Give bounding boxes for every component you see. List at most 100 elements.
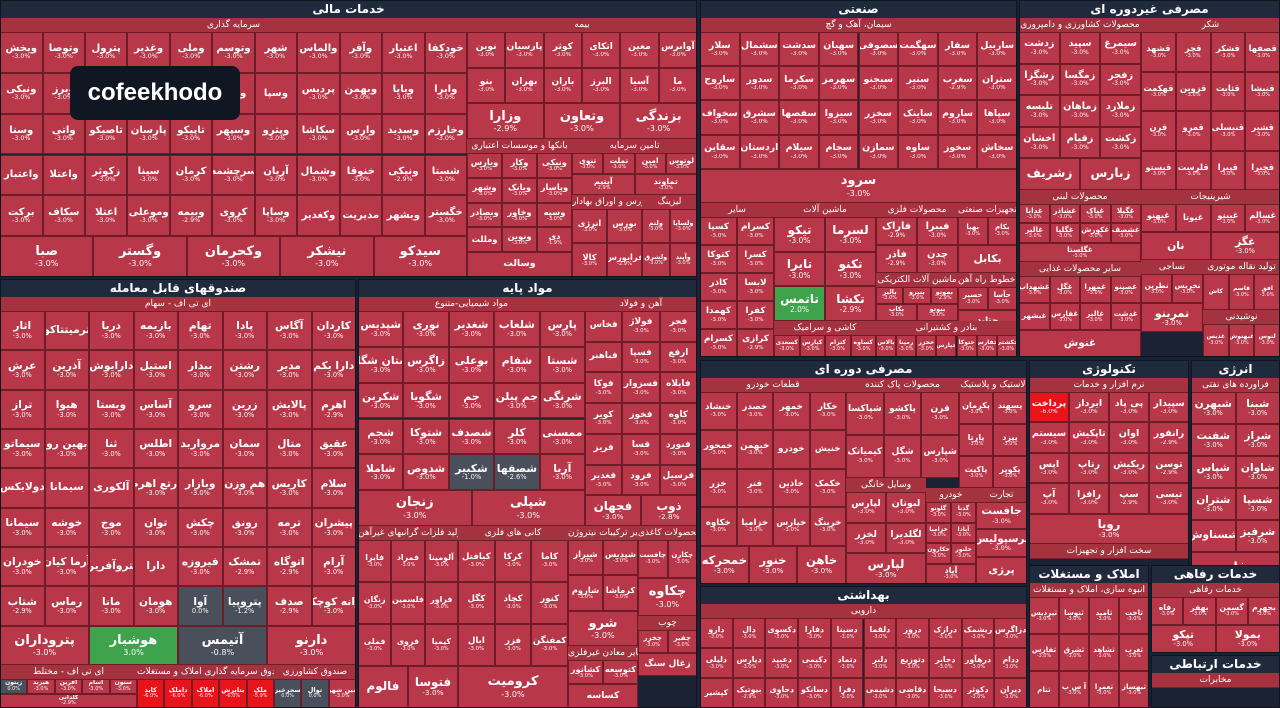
- stock-tile[interactable]: وبهمن -3.0%: [339, 72, 383, 114]
- stock-tile[interactable]: قچیرا -3.0%: [1245, 150, 1280, 190]
- stock-tile[interactable]: تملت -3.0%: [603, 153, 635, 174]
- stock-tile[interactable]: رفاه -3.0%: [1151, 597, 1184, 625]
- stock-tile[interactable]: ثنام: [1029, 671, 1059, 708]
- stock-tile[interactable]: قشکر -3.0%: [1210, 32, 1246, 72]
- stock-tile[interactable]: وبصادر -3.0%: [467, 202, 502, 228]
- stock-tile[interactable]: توان -3.0%: [133, 507, 178, 547]
- stock-tile[interactable]: قرن -3.0%: [1141, 111, 1176, 151]
- stock-tile[interactable]: وتعاون -3.0%: [543, 103, 621, 139]
- stock-tile[interactable]: ذوب -2.8%: [641, 495, 697, 526]
- stock-tile[interactable]: سشمال -3.0%: [739, 32, 780, 67]
- stock-tile[interactable]: سپاها -3.0%: [977, 100, 1017, 135]
- stock-tile[interactable]: کرکا -3.0%: [494, 540, 532, 582]
- stock-tile[interactable]: زنگان -3.0%: [358, 582, 392, 624]
- stock-tile[interactable]: چافست -3.0%: [638, 540, 668, 578]
- stock-tile[interactable]: شکربن -3.0%: [358, 382, 404, 419]
- stock-tile[interactable]: غبینو -3.0%: [1210, 204, 1246, 232]
- stock-tile[interactable]: بیدار -3.0%: [178, 350, 223, 390]
- stock-tile[interactable]: غشاذر -3.0%: [1049, 204, 1080, 224]
- stock-tile[interactable]: خپارس -3.0%: [773, 507, 810, 546]
- stock-tile[interactable]: دتوزیع -3.0%: [896, 648, 929, 678]
- stock-tile[interactable]: دکوثر -3.0%: [961, 678, 995, 708]
- stock-tile[interactable]: قیستو -3.0%: [1141, 150, 1176, 190]
- stock-tile[interactable]: سخزر -3.0%: [858, 100, 899, 135]
- stock-tile[interactable]: خکمک -3.0%: [809, 468, 846, 508]
- stock-tile[interactable]: ملک -5.9%: [246, 679, 274, 708]
- stock-tile[interactable]: زبارس: [1080, 158, 1141, 190]
- stock-tile[interactable]: قاسم -3.0%: [1228, 274, 1255, 310]
- stock-tile[interactable]: وغدیر -3.0%: [127, 32, 170, 73]
- stock-tile[interactable]: نان: [1141, 232, 1211, 260]
- stock-tile[interactable]: حفارس-3.0%: [976, 335, 997, 357]
- stock-tile[interactable]: شغدیر -3.0%: [448, 311, 495, 347]
- stock-tile[interactable]: معین -3.0%: [620, 32, 659, 68]
- stock-tile[interactable]: فاراک -2.9%: [876, 217, 917, 245]
- stock-tile[interactable]: بنیرو -3.0%: [903, 287, 931, 304]
- stock-tile[interactable]: تکنو -3.0%: [825, 251, 876, 287]
- stock-tile[interactable]: شپارس -3.0%: [921, 435, 959, 478]
- stock-tile[interactable]: زدشت -3.0%: [1019, 32, 1060, 64]
- stock-tile[interactable]: فغدیر -3.0%: [585, 464, 623, 496]
- stock-tile[interactable]: خمحور -3.0%: [700, 430, 737, 469]
- stock-tile[interactable]: فریز: [585, 433, 623, 465]
- stock-tile[interactable]: دعبید -3.0%: [765, 648, 799, 678]
- stock-tile[interactable]: هوشیار 3.0%: [89, 625, 178, 665]
- stock-tile[interactable]: نمرینو -3.0%: [1141, 303, 1203, 332]
- stock-tile[interactable]: خودکفا -3.0%: [424, 32, 467, 73]
- stock-tile[interactable]: فسپا -3.0%: [622, 341, 660, 373]
- stock-tile[interactable]: شپلی -3.0%: [471, 490, 585, 526]
- stock-tile[interactable]: شگل -3.0%: [883, 435, 922, 478]
- stock-tile[interactable]: زرین -3.0%: [222, 389, 267, 429]
- stock-tile[interactable]: کیمیاتک -3.0%: [846, 435, 884, 478]
- stock-tile[interactable]: چدن -3.0%: [917, 245, 958, 273]
- stock-tile[interactable]: کگل -3.0%: [458, 582, 495, 624]
- stock-tile[interactable]: آیاد -3.0%: [926, 563, 976, 584]
- stock-tile[interactable]: چکاوه -3.0%: [638, 578, 697, 616]
- stock-tile[interactable]: دفرا -3.0%: [830, 678, 864, 708]
- stock-tile[interactable]: فولاژ -3.0%: [622, 311, 660, 342]
- stock-tile[interactable]: فجر -3.0%: [659, 311, 697, 342]
- stock-tile[interactable]: خودران -3.0%: [0, 547, 45, 587]
- stock-tile[interactable]: پارسیان -3.0%: [505, 32, 544, 68]
- stock-tile[interactable]: کاریس -3.0%: [267, 468, 312, 508]
- stock-tile[interactable]: ثبهساز -3.0%: [1119, 671, 1149, 708]
- stock-tile[interactable]: حخزر -3.0%: [916, 335, 937, 357]
- stock-tile[interactable]: هیوا -3.0%: [44, 389, 89, 429]
- stock-tile[interactable]: شلعاب -3.0%: [494, 311, 540, 347]
- stock-tile[interactable]: شستان شگامن-3.0%: [358, 346, 404, 383]
- stock-tile[interactable]: شرفیز -3.0%: [1235, 520, 1280, 552]
- stock-tile[interactable]: سیمرغ -3.0%: [1100, 32, 1141, 64]
- stock-tile[interactable]: دارا: [133, 547, 178, 587]
- stock-tile[interactable]: وکار -3.0%: [502, 153, 537, 178]
- stock-tile[interactable]: دولایکس: [0, 468, 45, 508]
- stock-tile[interactable]: خکارون -3.0%: [926, 543, 951, 564]
- stock-tile[interactable]: ریکیش -3.0%: [1109, 452, 1149, 484]
- stock-tile[interactable]: فلسمین -3.0%: [391, 582, 425, 624]
- stock-tile[interactable]: اردستان -3.0%: [739, 134, 780, 169]
- stock-tile[interactable]: آپ -3.0%: [1029, 483, 1069, 514]
- stock-tile[interactable]: موج -3.0%: [89, 507, 134, 547]
- stock-tile[interactable]: ثشاهد -3.0%: [1089, 634, 1119, 671]
- stock-tile[interactable]: پکویر -3.0%: [993, 456, 1027, 488]
- stock-tile[interactable]: کرازی -2.9%: [737, 329, 774, 357]
- stock-tile[interactable]: آتیمس -0.8%: [178, 625, 267, 665]
- stock-tile[interactable]: درهآور -3.0%: [961, 648, 995, 678]
- stock-tile[interactable]: وبانک -3.0%: [502, 177, 537, 203]
- stock-tile[interactable]: داملک -6.0%: [164, 679, 192, 708]
- stock-tile[interactable]: دپارس -3.0%: [732, 648, 766, 678]
- stock-tile[interactable]: سهبان -3.0%: [818, 32, 859, 67]
- stock-tile[interactable]: کرماشا -3.0%: [603, 575, 638, 611]
- stock-tile[interactable]: کالا -3.0%: [572, 243, 607, 277]
- stock-tile[interactable]: غسالم -3.0%: [1245, 204, 1280, 232]
- stock-tile[interactable]: قنیسلی -3.0%: [1210, 111, 1246, 151]
- stock-tile[interactable]: ثفارس -3.0%: [1029, 634, 1059, 671]
- stock-tile[interactable]: خگستر -3.0%: [424, 195, 467, 237]
- stock-tile[interactable]: زشریف: [1019, 158, 1080, 190]
- stock-tile[interactable]: وآفر -3.0%: [339, 32, 383, 73]
- stock-tile[interactable]: اعتلا -3.0%: [84, 195, 128, 237]
- stock-tile[interactable]: خنور -3.0%: [748, 545, 798, 584]
- stock-tile[interactable]: صبا -3.0%: [0, 236, 94, 277]
- stock-tile[interactable]: کنور -3.0%: [531, 582, 568, 624]
- stock-tile[interactable]: تراز -3.0%: [0, 389, 45, 429]
- stock-tile[interactable]: کسعدی -3.0%: [774, 335, 800, 357]
